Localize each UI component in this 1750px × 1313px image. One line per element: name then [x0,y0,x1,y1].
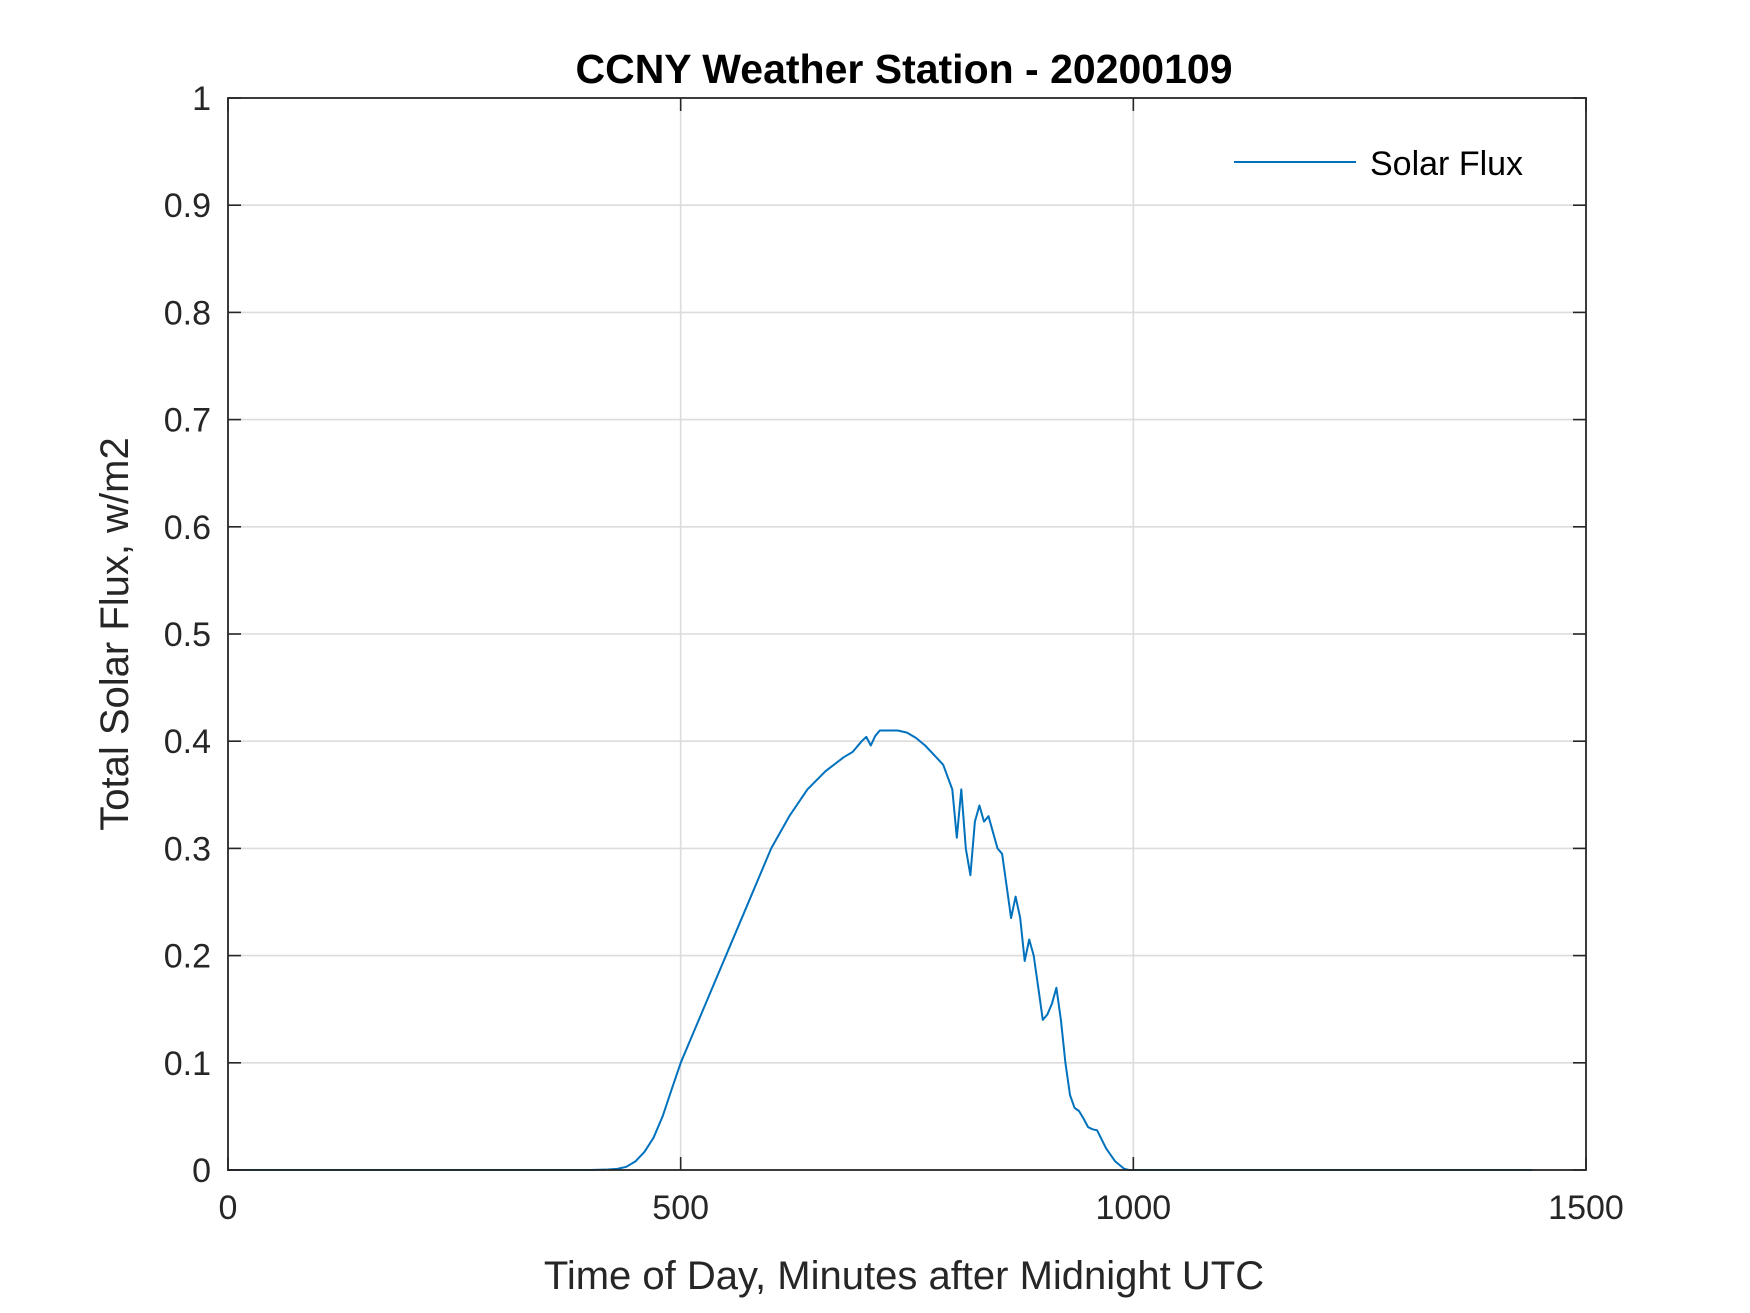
data-point [1042,1019,1044,1021]
data-point [983,820,985,822]
data-point [634,1160,636,1162]
data-point [1069,1094,1071,1096]
data-point [951,788,953,790]
y-tick-label: 0.7 [164,402,211,440]
data-point [996,847,998,849]
data-point [870,744,872,746]
data-point [842,756,844,758]
data-point [698,1019,700,1021]
y-axis-tick-labels: 0 0.1 0.2 0.3 0.4 0.5 0.6 0.7 0.8 0.9 1 [164,80,211,1190]
x-tick-label: 0 [219,1189,238,1227]
data-point [924,744,926,746]
data-point [1019,917,1021,919]
data-point [915,737,917,739]
data-point [1105,1147,1107,1149]
data-point [1046,1013,1048,1015]
y-tick-label: 0.8 [164,294,211,332]
y-tick-label: 0 [192,1152,211,1190]
y-tick-label: 0.3 [164,830,211,868]
data-point [824,770,826,772]
x-axis-label: Time of Day, Minutes after Midnight UTC [544,1254,1264,1298]
data-point [906,731,908,733]
data-point [969,874,971,876]
data-point [1078,1110,1080,1112]
legend: Solar Flux [1234,145,1523,183]
data-point [974,820,976,822]
data-point [680,1062,682,1064]
data-point [942,764,944,766]
chart-title: CCNY Weather Station - 20200109 [575,46,1232,92]
data-point [1114,1160,1116,1162]
data-point [1005,885,1007,887]
y-tick-label: 0.5 [164,616,211,654]
data-point [625,1166,627,1168]
data-point [992,831,994,833]
data-point [1051,1003,1053,1005]
x-tick-label: 1500 [1548,1189,1624,1227]
y-tick-label: 0.4 [164,723,211,761]
data-point [1096,1129,1098,1131]
axis-ticks [227,97,1587,1171]
data-point [861,740,863,742]
data-point [1014,895,1016,897]
data-point [1082,1117,1084,1119]
x-tick-label: 1000 [1096,1189,1172,1227]
data-point [1001,853,1003,855]
data-point [652,1137,654,1139]
data-point [643,1151,645,1153]
grid-lines [228,98,1586,1170]
data-point [888,729,890,731]
data-point [1033,954,1035,956]
data-point [897,729,899,731]
x-tick-label: 500 [652,1189,709,1227]
data-point [1073,1107,1075,1109]
y-axis-label: Total Solar Flux, w/m2 [93,437,137,830]
data-point [865,736,867,738]
data-point [788,815,790,817]
data-point [956,837,958,839]
data-point [1010,917,1012,919]
data-point [806,788,808,790]
data-point [1023,960,1025,962]
y-tick-label: 0.1 [164,1045,211,1083]
data-point [987,815,989,817]
data-point [734,933,736,935]
data-point [661,1115,663,1117]
data-point [1028,938,1030,940]
y-tick-label: 0.6 [164,509,211,547]
data-point [874,735,876,737]
data-point [852,751,854,753]
data-point [1091,1128,1093,1130]
series-line-solar-flux [227,729,1533,1171]
data-point [978,804,980,806]
data-point [770,847,772,849]
data-point [965,847,967,849]
data-point [1055,987,1057,989]
series-layer [227,729,1533,1171]
y-tick-label: 0.2 [164,938,211,976]
data-point [960,788,962,790]
data-point [1064,1062,1066,1064]
data-point [716,976,718,978]
x-axis-tick-labels: 0 500 1000 1500 [219,1189,1624,1227]
y-tick-label: 0.9 [164,187,211,225]
y-tick-label: 1 [192,80,211,118]
data-point [1087,1126,1089,1128]
legend-label-solar-flux: Solar Flux [1370,145,1523,183]
data-point [1060,1019,1062,1021]
data-point [670,1088,672,1090]
data-point [879,729,881,731]
data-point [933,754,935,756]
data-point [752,890,754,892]
data-point [1037,987,1039,989]
